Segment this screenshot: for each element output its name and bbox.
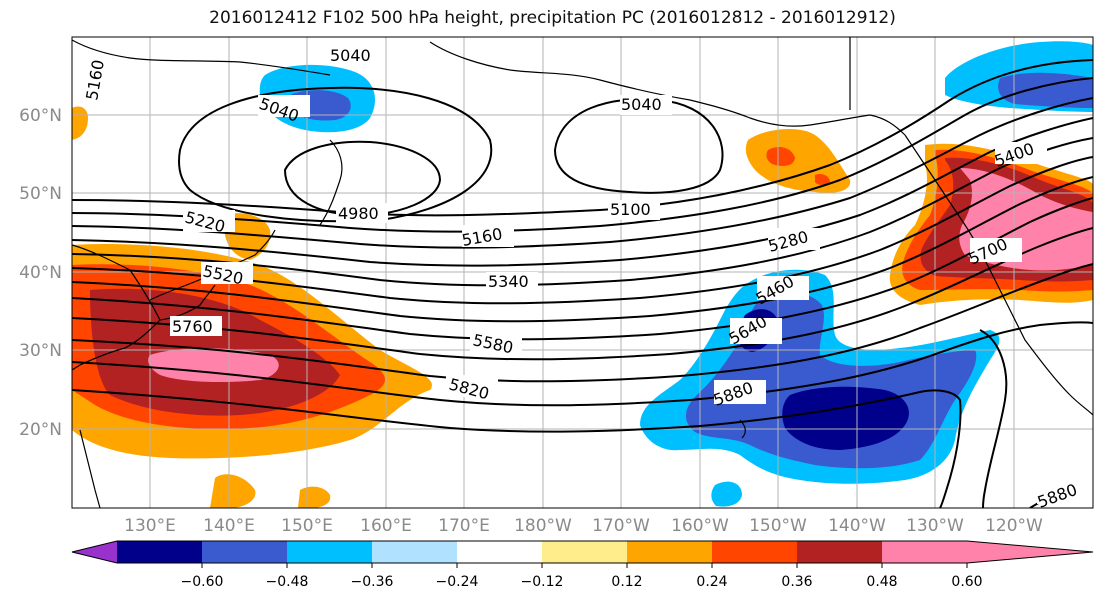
colorbar-swatch-pos012-pos024 [542,541,627,563]
precip-negative-canada [945,41,1093,112]
colorbar-tick-neg012: −0.12 [521,574,564,590]
lon-label-140e: 140°E [203,516,255,536]
colorbar-tick-neg036: −0.36 [351,574,394,590]
colorbar-swatch-neg060-neg048 [117,541,202,563]
contour-label-5040-c: 5040 [621,95,662,114]
colorbar-swatch-neg024-neg012 [372,541,457,563]
colorbar-tick-pos036: 0.36 [781,574,812,590]
lon-label-130e: 130°E [124,516,176,536]
contour-label-5100: 5100 [610,200,651,219]
colorbar: −0.60 −0.48 −0.36 −0.24 −0.12 0.12 0.24 … [71,540,1094,590]
map-title: 2016012412 F102 500 hPa height, precipit… [209,8,896,28]
lon-label-180w: 180°W [514,516,572,536]
height-contours [72,59,1093,508]
colorbar-tick-neg060: −0.60 [181,574,224,590]
colorbar-swatch-neg012-pos012 [457,541,542,563]
lon-label-170e: 170°E [438,516,490,536]
lon-label-170w: 170°W [592,516,650,536]
lat-label-40n: 40°N [19,263,62,283]
lon-label-160w: 160°W [671,516,729,536]
colorbar-tick-pos048: 0.48 [866,574,897,590]
contour-label-5340: 5340 [488,272,529,291]
lon-label-140w: 140°W [828,516,886,536]
map-plot-area: 5160 5040 5040 5040 4980 5220 5100 5160 … [72,37,1093,508]
map-frame [71,36,1094,509]
colorbar-tick-neg048: −0.48 [266,574,309,590]
lon-label-130w: 130°W [906,516,964,536]
colorbar-swatch-gt-pos060 [882,541,967,563]
lat-label-50n: 50°N [19,184,62,204]
colorbar-extend-max [967,541,1093,563]
lat-label-60n: 60°N [19,106,62,126]
colorbar-swatch-neg048-neg036 [202,541,287,563]
colorbar-tick-pos012: 0.12 [611,574,642,590]
lat-label-30n: 30°N [19,341,62,361]
contour-label-5040-a: 5040 [330,46,371,65]
colorbar-tick-pos024: 0.24 [696,574,727,590]
precip-positive-gulf-alaska [745,128,851,193]
lat-label-20n: 20°N [19,420,62,440]
colorbar-swatch-pos024-pos036 [627,541,712,563]
colorbar-swatch-neg036-neg024 [287,541,372,563]
colorbar-swatch-pos036-pos048 [712,541,797,563]
contour-label-5760: 5760 [172,317,213,336]
contour-label-4980: 4980 [338,204,379,223]
colorbar-tick-neg024: −0.24 [436,574,479,590]
lon-label-150e: 150°E [281,516,333,536]
colorbar-tick-pos060: 0.60 [951,574,982,590]
colorbar-swatch-pos048-pos060 [797,541,882,563]
lon-label-120w: 120°W [985,516,1043,536]
latitude-labels: 60°N 50°N 40°N 30°N 20°N [19,106,62,440]
longitude-labels: 130°E 140°E 150°E 160°E 170°E 180°W 170°… [124,516,1043,536]
lon-label-150w: 150°W [749,516,807,536]
lon-label-160e: 160°E [360,516,412,536]
colorbar-swatch-lt-neg060 [72,541,117,563]
